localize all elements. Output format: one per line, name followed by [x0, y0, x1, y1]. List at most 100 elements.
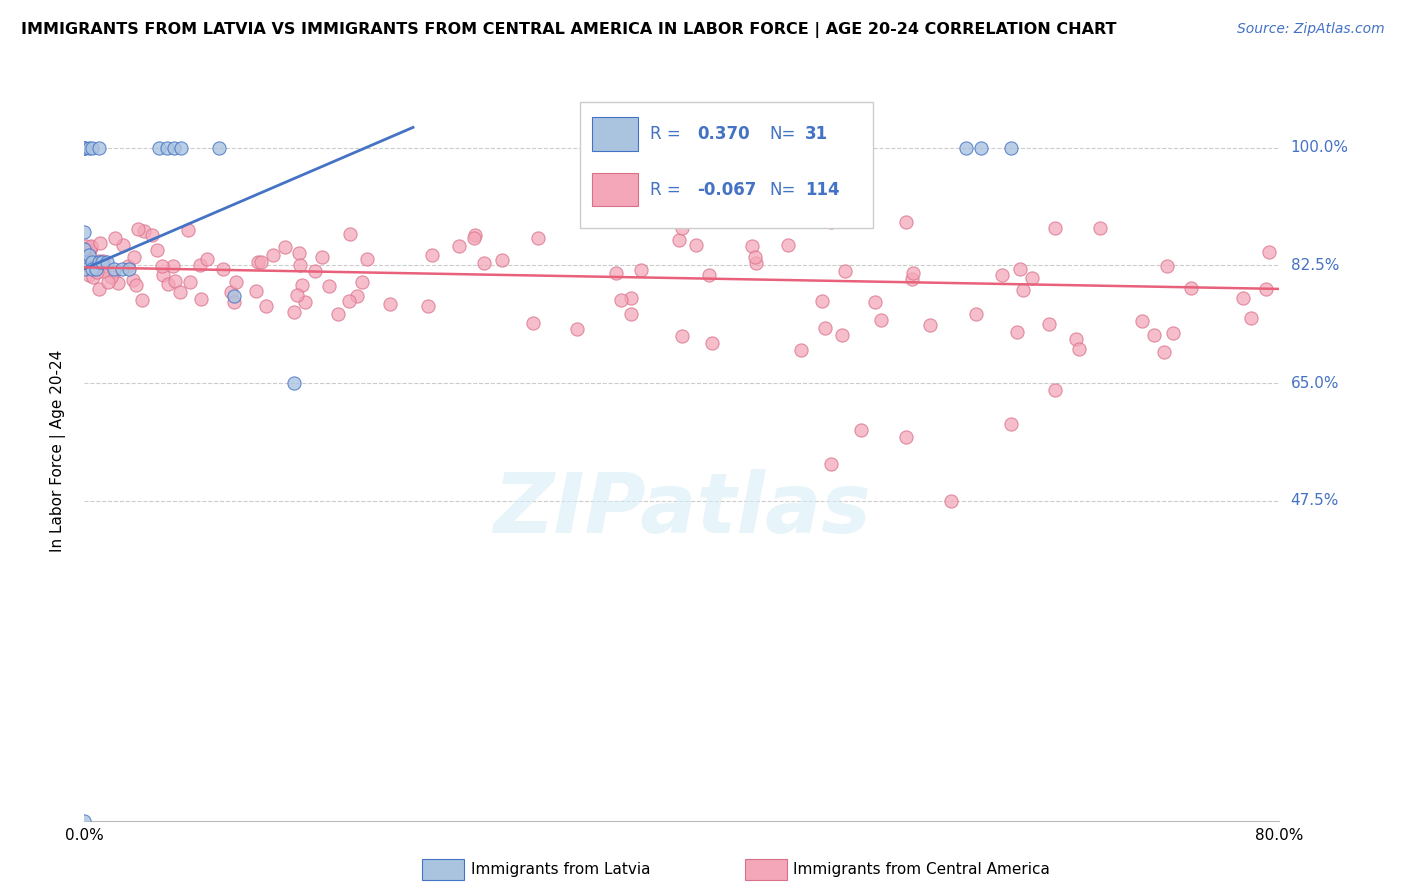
Point [527, 231, 550, 245]
Point [73, 140, 96, 154]
Point [741, 239, 763, 253]
Point [1005, 325, 1028, 339]
Point [1232, 291, 1254, 305]
Point [790, 343, 813, 357]
Point [567, 322, 589, 336]
Point [86, 261, 108, 276]
Text: N=: N= [769, 181, 796, 199]
Point [122, 250, 145, 264]
Point [814, 320, 837, 334]
Point [991, 268, 1014, 282]
Point [121, 273, 143, 287]
Point [1045, 221, 1067, 235]
Text: 114: 114 [806, 181, 839, 199]
Point [810, 293, 832, 308]
Point [610, 293, 633, 307]
Point [288, 245, 311, 260]
Point [103, 265, 125, 279]
Point [219, 285, 242, 299]
Point [104, 231, 127, 245]
Point [472, 256, 495, 270]
Point [820, 214, 842, 228]
Point [1258, 244, 1281, 259]
Point [894, 430, 917, 444]
Point [222, 288, 245, 302]
Point [197, 252, 219, 267]
Point [287, 288, 309, 302]
Point [225, 275, 247, 289]
Point [73, 255, 96, 269]
Point [91, 254, 114, 268]
Point [111, 238, 134, 252]
Point [834, 264, 856, 278]
Point [356, 252, 378, 267]
Point [118, 261, 141, 276]
Point [111, 261, 134, 276]
Point [744, 250, 766, 264]
Point [190, 292, 212, 306]
Point [162, 259, 184, 273]
Point [350, 275, 373, 289]
Point [920, 318, 942, 333]
Point [222, 295, 245, 310]
Point [900, 272, 922, 286]
Point [776, 238, 799, 252]
Point [79, 243, 101, 257]
Point [89, 140, 111, 154]
Point [939, 494, 962, 508]
Point [77, 140, 100, 154]
Point [1143, 328, 1166, 343]
Point [80, 240, 103, 254]
Text: 82.5%: 82.5% [1291, 258, 1339, 273]
Point [1163, 326, 1185, 340]
Point [127, 222, 149, 236]
Point [145, 244, 167, 258]
Point [254, 299, 277, 313]
Point [89, 235, 111, 250]
Point [87, 281, 110, 295]
Point [179, 275, 201, 289]
Point [283, 376, 305, 391]
Point [247, 255, 270, 269]
Point [290, 259, 312, 273]
Point [97, 276, 120, 290]
Point [91, 260, 114, 274]
Point [865, 294, 887, 309]
Point [177, 223, 200, 237]
Point [671, 221, 693, 235]
Point [103, 261, 125, 276]
Point [132, 224, 155, 238]
Point [212, 262, 235, 277]
Point [107, 276, 129, 290]
Point [901, 266, 924, 280]
Point [955, 140, 977, 154]
Point [1240, 310, 1263, 325]
Point [1180, 281, 1202, 295]
Text: 100.0%: 100.0% [1291, 140, 1348, 155]
Text: 65.0%: 65.0% [1291, 376, 1339, 391]
Point [77, 268, 100, 282]
Point [89, 255, 111, 269]
FancyBboxPatch shape [581, 103, 873, 228]
Point [87, 254, 110, 268]
Point [163, 140, 186, 154]
Point [1130, 314, 1153, 328]
Point [491, 253, 513, 268]
Point [188, 258, 211, 272]
Point [169, 285, 191, 299]
Point [73, 225, 96, 239]
Point [96, 255, 118, 269]
Point [965, 308, 987, 322]
Point [326, 307, 349, 321]
Point [304, 264, 326, 278]
Point [73, 140, 96, 154]
Point [1090, 221, 1112, 235]
Point [155, 140, 177, 154]
Point [894, 214, 917, 228]
Point [700, 335, 723, 350]
Point [620, 307, 643, 321]
Point [1067, 342, 1090, 356]
Point [170, 140, 193, 154]
Point [100, 270, 122, 285]
Point [291, 278, 314, 293]
